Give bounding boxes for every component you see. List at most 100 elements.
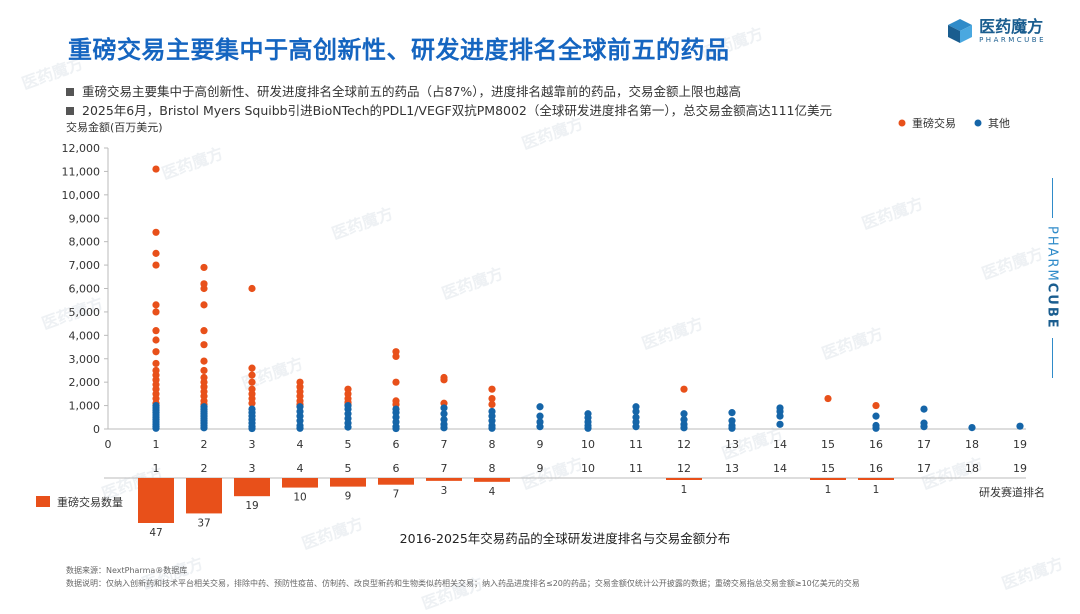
other-deal-point [440,410,448,418]
major-deal-point [200,327,208,335]
major-deal-point [152,261,160,269]
bullet-item: 2025年6月，Bristol Myers Squibb引进BioNTech的P… [66,101,832,120]
deal-count-bar [426,478,462,481]
bar-value-label: 4 [489,486,496,498]
logo-sub: PHARMCUBE [979,36,1046,44]
y-tick-label: 4,000 [69,329,101,342]
x-tick-label: 5 [345,438,352,451]
y-tick-label: 1,000 [69,400,101,413]
y-tick-label: 6,000 [69,283,101,296]
bar-category-label: 19 [1013,462,1027,475]
major-deal-point [824,394,832,403]
other-deal-point [1016,422,1024,430]
major-deal-point [152,308,160,316]
x-tick-label: 8 [489,438,496,451]
other-deal-point [776,412,784,420]
pharmcube-logo: 医药魔方 PHARMCUBE [947,18,1046,44]
bar-category-label: 6 [393,462,400,475]
x-tick-label: 2 [201,438,208,451]
x-tick-label: 14 [773,438,787,451]
bar-value-label: 47 [149,527,162,539]
x-tick-label: 1 [153,438,160,451]
other-deal-point [152,424,160,432]
x-tick-label: 7 [441,438,448,451]
major-deal-point [248,284,256,293]
bar-category-label: 3 [249,462,256,475]
major-deal-point [152,327,160,335]
bar-category-label: 8 [489,462,496,475]
major-deal-point [248,371,256,379]
deal-count-bar [810,478,846,480]
cube-logo-icon [948,19,973,43]
bar-category-label: 7 [441,462,448,475]
bar-category-label: 13 [725,462,739,475]
x-tick-label: 19 [1013,438,1027,451]
bar-category-label: 4 [297,462,304,475]
bullet-text: 2025年6月，Bristol Myers Squibb引进BioNTech的P… [82,103,832,118]
other-deal-point [344,423,352,431]
x-tick-label: 11 [629,438,643,451]
summary-bullets: 重磅交易主要集中于高创新性、研发进度排名全球前五的药品（占87%），进度排名越靠… [66,82,832,120]
x-axis-label: 研发赛道排名 [979,485,1045,499]
major-deal-point [248,399,256,407]
bar-value-label: 37 [197,517,210,529]
x-tick-label: 3 [249,438,256,451]
deal-count-bar [378,478,414,485]
y-tick-label: 8,000 [69,236,101,249]
bar-value-label: 3 [441,485,448,497]
major-deal-point [440,376,448,384]
major-deal-point [152,336,160,344]
other-deal-point [872,412,880,420]
major-deal-point [488,394,496,403]
major-deal-point [152,249,160,257]
y-tick-label: 9,000 [69,212,101,225]
x-tick-label: 18 [965,438,979,451]
bar-value-label: 19 [245,500,258,512]
major-deal-point [488,400,496,409]
major-deal-point [200,301,208,309]
bar-category-label: 12 [677,462,691,475]
bar-category-label: 2 [201,462,208,475]
y-tick-label: 11,000 [62,165,101,178]
bar-category-label: 17 [917,462,931,475]
bar-legend-label: 重磅交易数量 [57,495,123,509]
other-deal-point [440,424,448,432]
other-deal-point [536,403,544,411]
other-deal-point [632,407,640,416]
chart-title: 2016-2025年交易药品的全球研发进度排名与交易金额分布 [400,531,731,546]
bar-category-label: 5 [345,462,352,475]
y-tick-label: 0 [93,423,100,436]
deal-count-bar [282,478,318,488]
bar-category-label: 11 [629,462,643,475]
logo-name: 医药魔方 [979,17,1044,36]
major-deal-point [200,263,208,272]
x-tick-label: 13 [725,438,739,451]
other-deal-point [536,412,544,420]
footer-note: 数据说明：仅纳入创新药和技术平台相关交易，排除中药、预防性疫苗、仿制药、改良型新… [66,579,860,588]
other-deal-point [296,424,304,432]
bar-value-label: 9 [345,491,352,503]
y-tick-label: 3,000 [69,353,101,366]
y-tick-label: 2,000 [69,376,101,389]
bullet-item: 重磅交易主要集中于高创新性、研发进度排名全球前五的药品（占87%），进度排名越靠… [66,82,832,101]
other-deal-point [776,420,784,428]
side-brand-pre: PHARM [1044,226,1060,283]
legend: 重磅交易 其他 [898,116,1010,130]
major-deal-point [488,385,496,393]
legend-major-label: 重磅交易 [912,116,956,130]
deal-count-bar [138,478,174,523]
square-bullet-icon [66,107,74,115]
other-deal-point [680,410,688,418]
major-deal-point [392,352,400,361]
bar-legend-swatch [36,496,50,507]
other-deal-point [728,424,736,432]
y-axis-label: 交易金额(百万美元) [66,120,163,134]
bar-value-label: 1 [681,484,688,496]
legend-other-marker [974,119,982,127]
major-deal-point [872,401,880,410]
page-title: 重磅交易主要集中于高创新性、研发进度排名全球前五的药品 [68,36,730,64]
bar-category-label: 9 [537,462,544,475]
bar-category-label: 15 [821,462,835,475]
square-bullet-icon [66,88,74,96]
y-tick-label: 7,000 [69,259,101,272]
